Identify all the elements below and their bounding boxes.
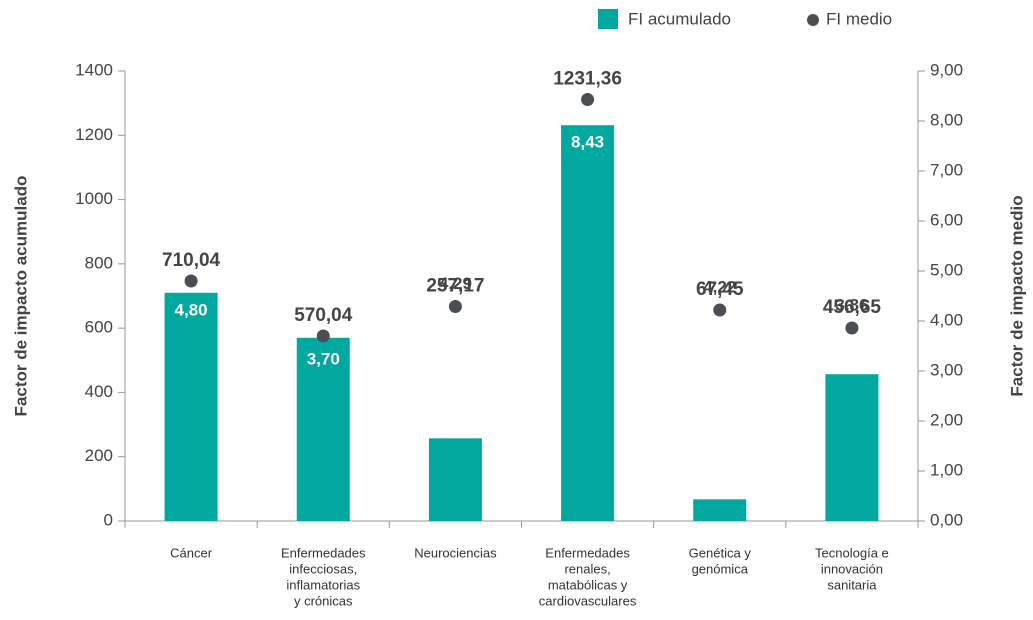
y2-axis-title: Factor de impacto medio [1007, 195, 1026, 396]
x-tick-label: cardiovasculares [539, 593, 637, 608]
y2-tick-label: 1,00 [930, 460, 963, 479]
dot-value-label: 3,86 [835, 295, 868, 314]
dot-value-label: 4,80 [175, 300, 208, 319]
y-tick-label: 0 [104, 510, 113, 529]
y2-tick-label: 2,00 [930, 410, 963, 429]
x-tick-label: genómica [692, 561, 749, 576]
legend-swatch [807, 14, 819, 26]
x-tick-label: innovación [821, 561, 883, 576]
x-tick-label: Enfermedades [545, 545, 630, 560]
y-tick-label: 200 [85, 446, 113, 465]
legend-label: FI medio [826, 9, 892, 28]
x-tick-label: renales, [564, 561, 610, 576]
y2-tick-label: 9,00 [930, 60, 963, 79]
bar [561, 125, 615, 521]
dot-value-label: 4,22 [703, 277, 736, 296]
y-tick-label: 600 [85, 318, 113, 337]
y-tick-label: 1000 [75, 189, 113, 208]
y-tick-label: 1200 [75, 125, 113, 144]
legend-swatch [598, 9, 618, 29]
y2-tick-label: 4,00 [930, 310, 963, 329]
x-tick-label: matabólicas y [548, 577, 628, 592]
bar-value-label: 67,45 [696, 279, 744, 300]
y2-tick-label: 5,00 [930, 260, 963, 279]
dot [845, 321, 859, 335]
x-tick-label: Neurociencias [414, 545, 497, 560]
x-tick-label: Cáncer [170, 545, 213, 560]
bar [428, 438, 482, 521]
dot [713, 303, 727, 317]
bar [296, 337, 350, 521]
bar-value-label: 570,04 [294, 305, 353, 326]
dot [581, 93, 595, 106]
dot [184, 274, 198, 288]
dot-value-label: 4,29 [439, 274, 472, 293]
dot-value-label: 8,43 [571, 133, 604, 152]
dot [316, 329, 330, 343]
x-tick-label: infecciosas, [289, 561, 357, 576]
y2-tick-label: 8,00 [930, 110, 963, 129]
bar [693, 499, 747, 521]
y2-tick-label: 3,00 [930, 360, 963, 379]
bar-value-label: 257,17 [426, 276, 484, 297]
dot-value-label: 3,70 [307, 349, 340, 368]
x-tick-label: y crónicas [294, 593, 353, 608]
x-tick-label: sanitaria [827, 577, 877, 592]
bar-value-label: 456,65 [823, 297, 882, 318]
x-tick-label: Genética y [689, 545, 752, 560]
y2-tick-label: 6,00 [930, 210, 963, 229]
x-tick-label: inflamatorias [286, 577, 360, 592]
legend-label: FI acumulado [628, 9, 731, 28]
y-tick-label: 400 [85, 382, 113, 401]
y-tick-label: 800 [85, 253, 113, 272]
x-tick-label: Enfermedades [281, 545, 366, 560]
y2-tick-label: 0,00 [930, 510, 963, 529]
dot [448, 300, 462, 313]
bar-value-label: 1231,36 [553, 69, 622, 90]
bar [825, 374, 879, 521]
x-tick-label: Tecnología e [815, 545, 889, 560]
bar-value-label: 710,04 [162, 250, 221, 271]
bar [164, 292, 218, 521]
y-tick-label: 1400 [75, 60, 113, 79]
y-axis-title: Factor de impacto acumulado [11, 176, 30, 417]
y2-tick-label: 7,00 [930, 160, 963, 179]
